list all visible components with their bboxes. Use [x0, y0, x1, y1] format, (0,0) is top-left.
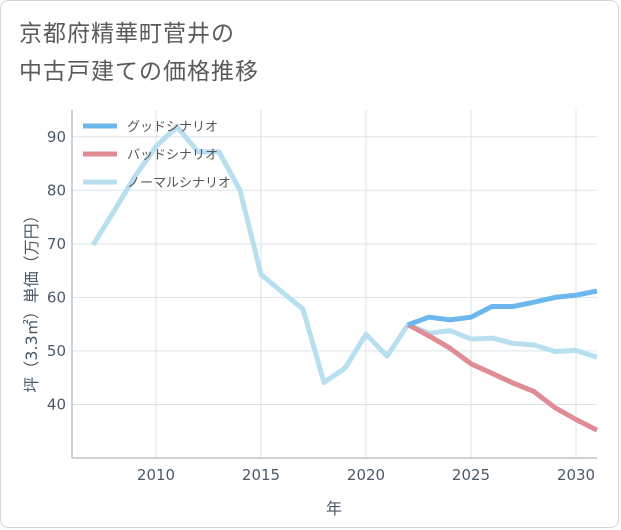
y-tick-label-50: 50 — [47, 342, 66, 360]
y-tick-label-90: 90 — [47, 128, 66, 146]
x-tick-label-2010: 2010 — [137, 466, 175, 484]
x-tick-label-2020: 2020 — [347, 466, 385, 484]
legend-label-1: バッドシナリオ — [127, 148, 218, 163]
legend-item-2[interactable]: ノーマルシナリオ — [83, 176, 231, 191]
legend-label-2: ノーマルシナリオ — [127, 176, 231, 191]
legend-item-1[interactable]: バッドシナリオ — [83, 148, 218, 163]
y-tick-label-60: 60 — [47, 288, 66, 306]
y-axis-label: 坪（3.3㎡）単価（万円） — [22, 207, 41, 392]
legend-item-0[interactable]: グッドシナリオ — [83, 120, 218, 135]
x-tick-label-2030: 2030 — [557, 466, 595, 484]
series-line-0 — [407, 288, 598, 328]
y-tick-label-40: 40 — [47, 395, 66, 413]
series-line-1 — [406, 322, 599, 433]
x-axis-label: 年 — [326, 499, 342, 518]
y-tick-label-80: 80 — [47, 181, 66, 199]
tick-labels: 2010 2015 2020 2025 2030 40 50 60 70 80 90 — [47, 128, 595, 484]
chart-title-line-1: 京都府精華町菅井の — [19, 21, 235, 47]
chart-grid — [72, 110, 597, 458]
legend-label-0: グッドシナリオ — [127, 120, 218, 135]
chart-axes — [71, 110, 597, 459]
x-tick-label-2015: 2015 — [242, 466, 280, 484]
y-tick-label-70: 70 — [47, 235, 66, 253]
chart-series — [90, 124, 599, 433]
series-line-2 — [90, 124, 598, 385]
chart-title-line-2: 中古戸建ての価格推移 — [19, 59, 259, 85]
x-tick-label-2025: 2025 — [452, 466, 490, 484]
chart-title: 京都府精華町菅井の 中古戸建ての価格推移 — [19, 15, 579, 91]
